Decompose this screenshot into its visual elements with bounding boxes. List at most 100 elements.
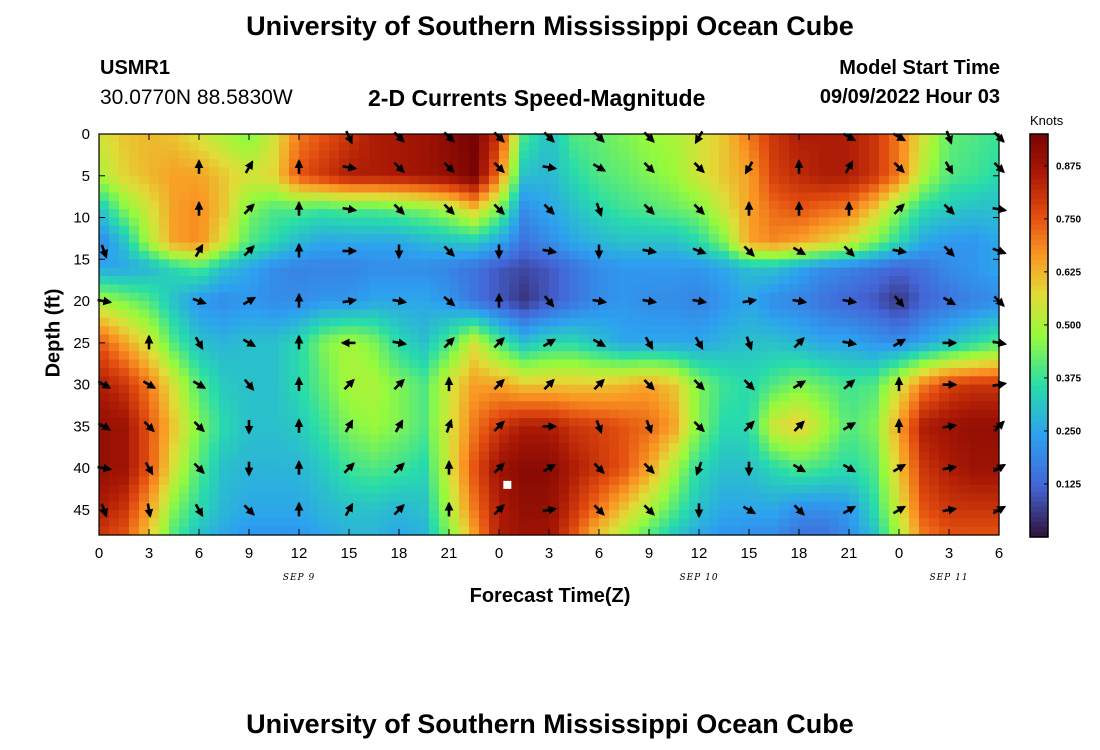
heat-cell [809, 317, 820, 327]
heat-cell [889, 501, 900, 511]
heat-cell [849, 326, 860, 336]
heat-cell [979, 192, 990, 202]
heat-cell [349, 284, 360, 294]
heat-cell [219, 392, 230, 402]
heat-cell [319, 501, 330, 511]
heat-cell [579, 351, 590, 361]
heat-cell [899, 484, 910, 494]
heat-cell [519, 242, 530, 252]
heat-cell [769, 150, 780, 160]
heat-cell [959, 134, 970, 143]
heat-cell [799, 142, 810, 152]
current-vector [592, 296, 608, 306]
heat-cell [429, 509, 440, 519]
heat-cell [319, 401, 330, 411]
heat-cell [189, 234, 200, 244]
heat-cell [569, 476, 580, 486]
heat-cell [299, 301, 310, 311]
heat-cell [609, 292, 620, 302]
heat-cell [449, 359, 460, 369]
heat-cell [309, 434, 320, 444]
heat-cell [679, 209, 690, 219]
heat-cell [179, 493, 190, 503]
heat-cell [209, 434, 220, 444]
heat-cell [829, 526, 840, 536]
heat-cell [519, 225, 530, 235]
heat-cell [549, 184, 560, 194]
heat-cell [889, 484, 900, 494]
heat-cell [529, 209, 540, 219]
current-vector [392, 296, 408, 306]
heat-cell [219, 309, 230, 319]
heat-cell [749, 225, 760, 235]
heat-cell [179, 367, 190, 377]
heat-cell [349, 175, 360, 185]
heat-cell [579, 459, 590, 469]
heat-cell [319, 434, 330, 444]
heat-cell [919, 259, 930, 269]
current-vector [143, 420, 155, 433]
heat-cell [639, 284, 650, 294]
heat-cell [699, 184, 710, 194]
heat-cell [279, 159, 290, 169]
heat-cell [459, 409, 470, 419]
heat-cell [769, 518, 780, 528]
heat-cell [349, 409, 360, 419]
heat-cell [279, 276, 290, 285]
heat-cell [99, 434, 110, 444]
heat-cell [529, 184, 540, 194]
heat-cell [759, 526, 770, 536]
heat-cell [239, 493, 250, 503]
heat-cell [229, 184, 240, 194]
heat-cell [619, 209, 630, 219]
heat-cell [939, 225, 950, 235]
heat-cell [809, 351, 820, 361]
heat-cell [869, 518, 880, 528]
heat-cell [799, 451, 810, 461]
heat-cell [349, 451, 360, 461]
heat-cell [649, 250, 660, 260]
heat-cell [429, 501, 440, 511]
colorbar-tick-label: 0.875 [1056, 161, 1081, 172]
heat-cell [209, 159, 220, 169]
heat-cell [259, 401, 270, 411]
heat-cell [689, 242, 700, 252]
heat-cell [719, 418, 730, 427]
x-tick-label: 3 [945, 545, 953, 562]
heat-cell [629, 259, 640, 269]
heat-cell [439, 209, 450, 219]
heat-cell [859, 317, 870, 327]
heat-cell [189, 250, 200, 260]
heat-cell [639, 426, 650, 436]
heat-cell [399, 392, 410, 402]
heat-cell [369, 326, 380, 336]
heat-cell [689, 367, 700, 377]
heat-cell [769, 418, 780, 427]
heat-cell [939, 175, 950, 185]
heat-cell [479, 493, 490, 503]
heat-cell [209, 459, 220, 469]
heat-cell [559, 518, 570, 528]
heat-cell [319, 134, 330, 143]
heat-cell [379, 334, 390, 344]
heat-cell [889, 426, 900, 436]
colorbar-swatch [1030, 315, 1048, 321]
heat-cell [229, 217, 240, 227]
heat-cell [949, 276, 960, 285]
heat-cell [169, 409, 180, 419]
heat-cell [109, 476, 120, 486]
heat-cell [309, 184, 320, 194]
heat-cell [549, 267, 560, 277]
heat-cell [189, 484, 200, 494]
heat-cell [519, 276, 530, 285]
heat-cell [359, 426, 370, 436]
heat-cell [659, 468, 670, 478]
heat-cell [209, 418, 220, 427]
heat-cell [109, 159, 120, 169]
heat-cell [729, 426, 740, 436]
heat-cell [249, 167, 260, 177]
heat-cell [169, 225, 180, 235]
heat-cell [679, 451, 690, 461]
heat-cell [639, 317, 650, 327]
heat-cell [829, 134, 840, 143]
